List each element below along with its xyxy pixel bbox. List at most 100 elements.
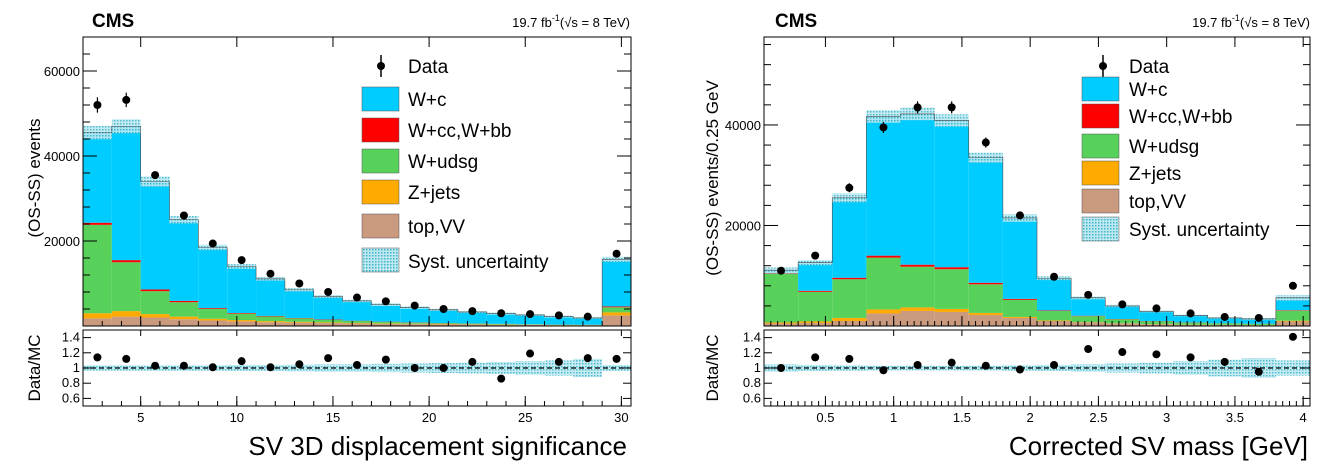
ratio-syst-band bbox=[515, 361, 545, 375]
bar-wc bbox=[342, 300, 372, 321]
bar-wudsg bbox=[1275, 310, 1310, 321]
bar-wudsg bbox=[866, 257, 901, 310]
ratio-y-tick-label: 0.6 bbox=[62, 390, 80, 405]
bar-wccbb bbox=[227, 313, 257, 314]
luminosity-label: 19.7 fb-1(√s = 8 TeV) bbox=[512, 13, 630, 30]
data-point bbox=[353, 293, 361, 302]
bar-wc bbox=[900, 113, 935, 265]
bar-wc bbox=[256, 278, 285, 316]
stack-outline bbox=[763, 113, 1310, 326]
ratio-syst-band bbox=[602, 364, 631, 372]
svg-text:Syst. uncertainty: Syst. uncertainty bbox=[1129, 220, 1270, 241]
bar-wc bbox=[486, 313, 516, 324]
svg-text:W+c: W+c bbox=[1129, 80, 1168, 101]
svg-text:Data: Data bbox=[408, 57, 449, 78]
bar-wc bbox=[227, 266, 257, 314]
ratio-point bbox=[353, 360, 361, 369]
ratio-y-tick-label: 0.8 bbox=[62, 375, 80, 390]
data-point bbox=[497, 309, 506, 318]
data-point bbox=[208, 239, 217, 248]
bar-wudsg bbox=[1207, 323, 1242, 325]
data-point bbox=[913, 103, 922, 112]
bar-zjets bbox=[342, 322, 372, 324]
ratio-syst-band bbox=[371, 363, 401, 373]
bar-wc bbox=[1105, 305, 1140, 319]
bar-wccbb bbox=[1002, 298, 1037, 300]
bar-wc bbox=[140, 181, 170, 290]
bar-wccbb bbox=[111, 260, 141, 263]
data-point bbox=[122, 95, 131, 104]
y-tick-label: 20000 bbox=[44, 234, 80, 249]
experiment-label: CMS bbox=[92, 11, 134, 32]
data-point bbox=[811, 251, 820, 260]
data-point bbox=[1220, 312, 1229, 321]
y-tick-label: 20000 bbox=[725, 218, 761, 233]
bar-topvv bbox=[900, 310, 935, 326]
legend-item-data: Data bbox=[377, 55, 449, 78]
x-tick-label: 1.5 bbox=[953, 410, 971, 425]
data-point bbox=[179, 211, 188, 220]
data-point bbox=[266, 269, 275, 278]
ratio-syst-band bbox=[83, 365, 112, 371]
bar-wudsg bbox=[371, 321, 401, 324]
bar-wc bbox=[371, 304, 401, 322]
y-tick-label: 40000 bbox=[725, 118, 761, 133]
bar-wc bbox=[457, 311, 487, 324]
main-y-axis-title: (OS-SS) events bbox=[25, 118, 44, 237]
bar-wudsg bbox=[486, 324, 516, 325]
bar-topvv bbox=[284, 322, 314, 326]
svg-text:Z+jets: Z+jets bbox=[408, 183, 460, 204]
bar-wudsg bbox=[1105, 319, 1140, 324]
bar-wudsg bbox=[1241, 323, 1276, 326]
bar-wc bbox=[169, 219, 199, 301]
bar-wc bbox=[313, 296, 343, 320]
data-point bbox=[410, 301, 419, 310]
bar-zjets bbox=[140, 314, 170, 318]
bar-wudsg bbox=[764, 273, 799, 323]
bar-topvv bbox=[798, 322, 833, 326]
bar-topvv bbox=[1071, 322, 1106, 326]
ratio-syst-band bbox=[832, 365, 867, 371]
ratio-point bbox=[583, 354, 592, 363]
bar-zjets bbox=[83, 313, 112, 319]
bar-wc bbox=[1037, 278, 1072, 311]
bar-wudsg bbox=[900, 266, 935, 308]
data-point bbox=[237, 256, 246, 265]
bar-wudsg bbox=[111, 262, 141, 312]
ratio-plot-area: 0.60.811.21.40.5 1 1.5 2 2.5 3 3.5 4 bbox=[743, 329, 1311, 425]
bar-zjets bbox=[169, 316, 199, 320]
bar-wccbb bbox=[602, 306, 631, 308]
bar-wc bbox=[544, 316, 574, 325]
ratio-point bbox=[913, 360, 922, 369]
bar-wccbb bbox=[968, 282, 1003, 285]
bar-wc bbox=[1275, 297, 1310, 311]
bar-topvv bbox=[457, 324, 487, 326]
ratio-point bbox=[1220, 357, 1229, 366]
data-point bbox=[981, 138, 990, 147]
bar-wccbb bbox=[256, 315, 285, 317]
bar-topvv bbox=[111, 316, 141, 326]
svg-text:Z+jets: Z+jets bbox=[1129, 164, 1181, 185]
x-tick-label: 2 bbox=[1027, 410, 1034, 425]
bar-topvv bbox=[968, 314, 1003, 326]
bar-wudsg bbox=[83, 224, 112, 314]
bar-wccbb bbox=[798, 290, 833, 292]
bar-zjets bbox=[1275, 320, 1310, 322]
bar-zjets bbox=[111, 311, 141, 317]
data-point bbox=[1015, 211, 1024, 220]
bar-topvv bbox=[1037, 320, 1072, 326]
bar-zjets bbox=[934, 308, 969, 312]
ratio-point bbox=[439, 364, 448, 372]
bar-topvv bbox=[227, 321, 257, 326]
y-tick-label: 60000 bbox=[44, 64, 80, 79]
bar-zjets bbox=[1037, 320, 1072, 321]
legend-item-top-vv: top,VV bbox=[361, 213, 465, 239]
experiment-label: CMS bbox=[775, 11, 817, 32]
x-tick-label: 3.5 bbox=[1226, 410, 1244, 425]
ratio-point bbox=[381, 355, 390, 364]
ratio-point bbox=[1152, 350, 1161, 359]
legend-item-top-vv: top,VV bbox=[1081, 188, 1186, 214]
ratio-point bbox=[1254, 367, 1263, 376]
bar-wudsg bbox=[313, 319, 343, 323]
